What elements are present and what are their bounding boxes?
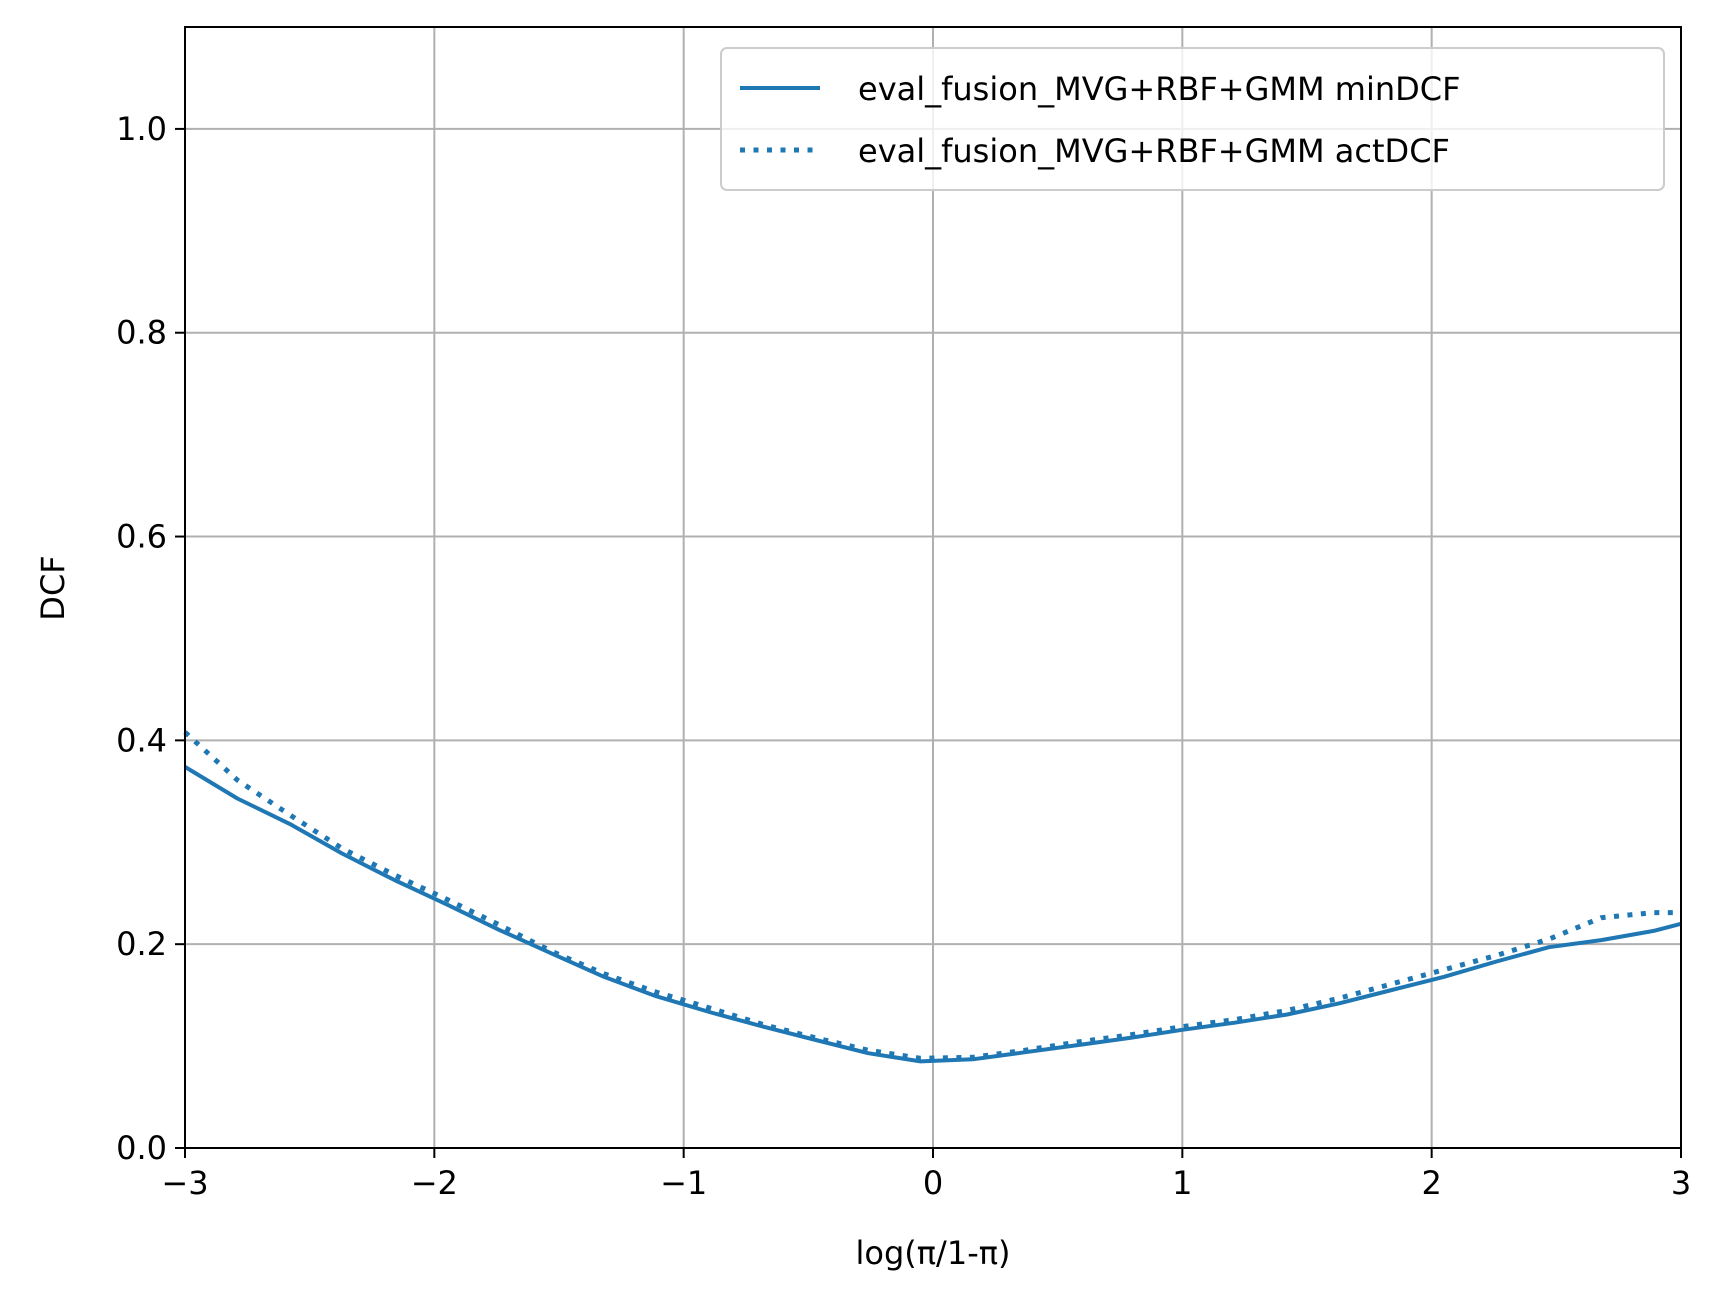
y-tick-label: 0.2	[116, 925, 167, 963]
y-tick-label: 1.0	[116, 110, 167, 148]
x-tick-label: −1	[660, 1164, 707, 1202]
legend: eval_fusion_MVG+RBF+GMM minDCF eval_fusi…	[720, 47, 1665, 191]
series-line-mindcf	[183, 765, 1682, 1064]
series-line-actdcf	[183, 730, 1681, 1061]
x-tick-label: 3	[1671, 1164, 1691, 1202]
x-tick-label: 1	[1172, 1164, 1192, 1202]
y-tick-label: 0.6	[116, 518, 167, 556]
y-tick-label: 0.4	[116, 721, 167, 759]
legend-label-mindcf: eval_fusion_MVG+RBF+GMM minDCF	[858, 70, 1461, 108]
x-axis-label: log(π/1-π)	[856, 1234, 1011, 1272]
legend-label-actdcf: eval_fusion_MVG+RBF+GMM actDCF	[858, 132, 1450, 170]
y-tick-label: 0.0	[116, 1129, 167, 1167]
y-axis-ticks: 0.0 0.2 0.4 0.6 0.8 1.0	[116, 110, 185, 1167]
y-tick-label: 0.8	[116, 314, 167, 352]
y-axis-label: DCF	[34, 555, 72, 620]
legend-box	[720, 47, 1665, 191]
x-tick-label: −3	[161, 1164, 208, 1202]
plot-lines	[183, 730, 1682, 1064]
x-tick-label: 0	[923, 1164, 943, 1202]
x-tick-label: −2	[411, 1164, 458, 1202]
x-tick-label: 2	[1421, 1164, 1441, 1202]
x-axis-ticks: −3 −2 −1 0 1 2 3	[161, 1148, 1691, 1202]
